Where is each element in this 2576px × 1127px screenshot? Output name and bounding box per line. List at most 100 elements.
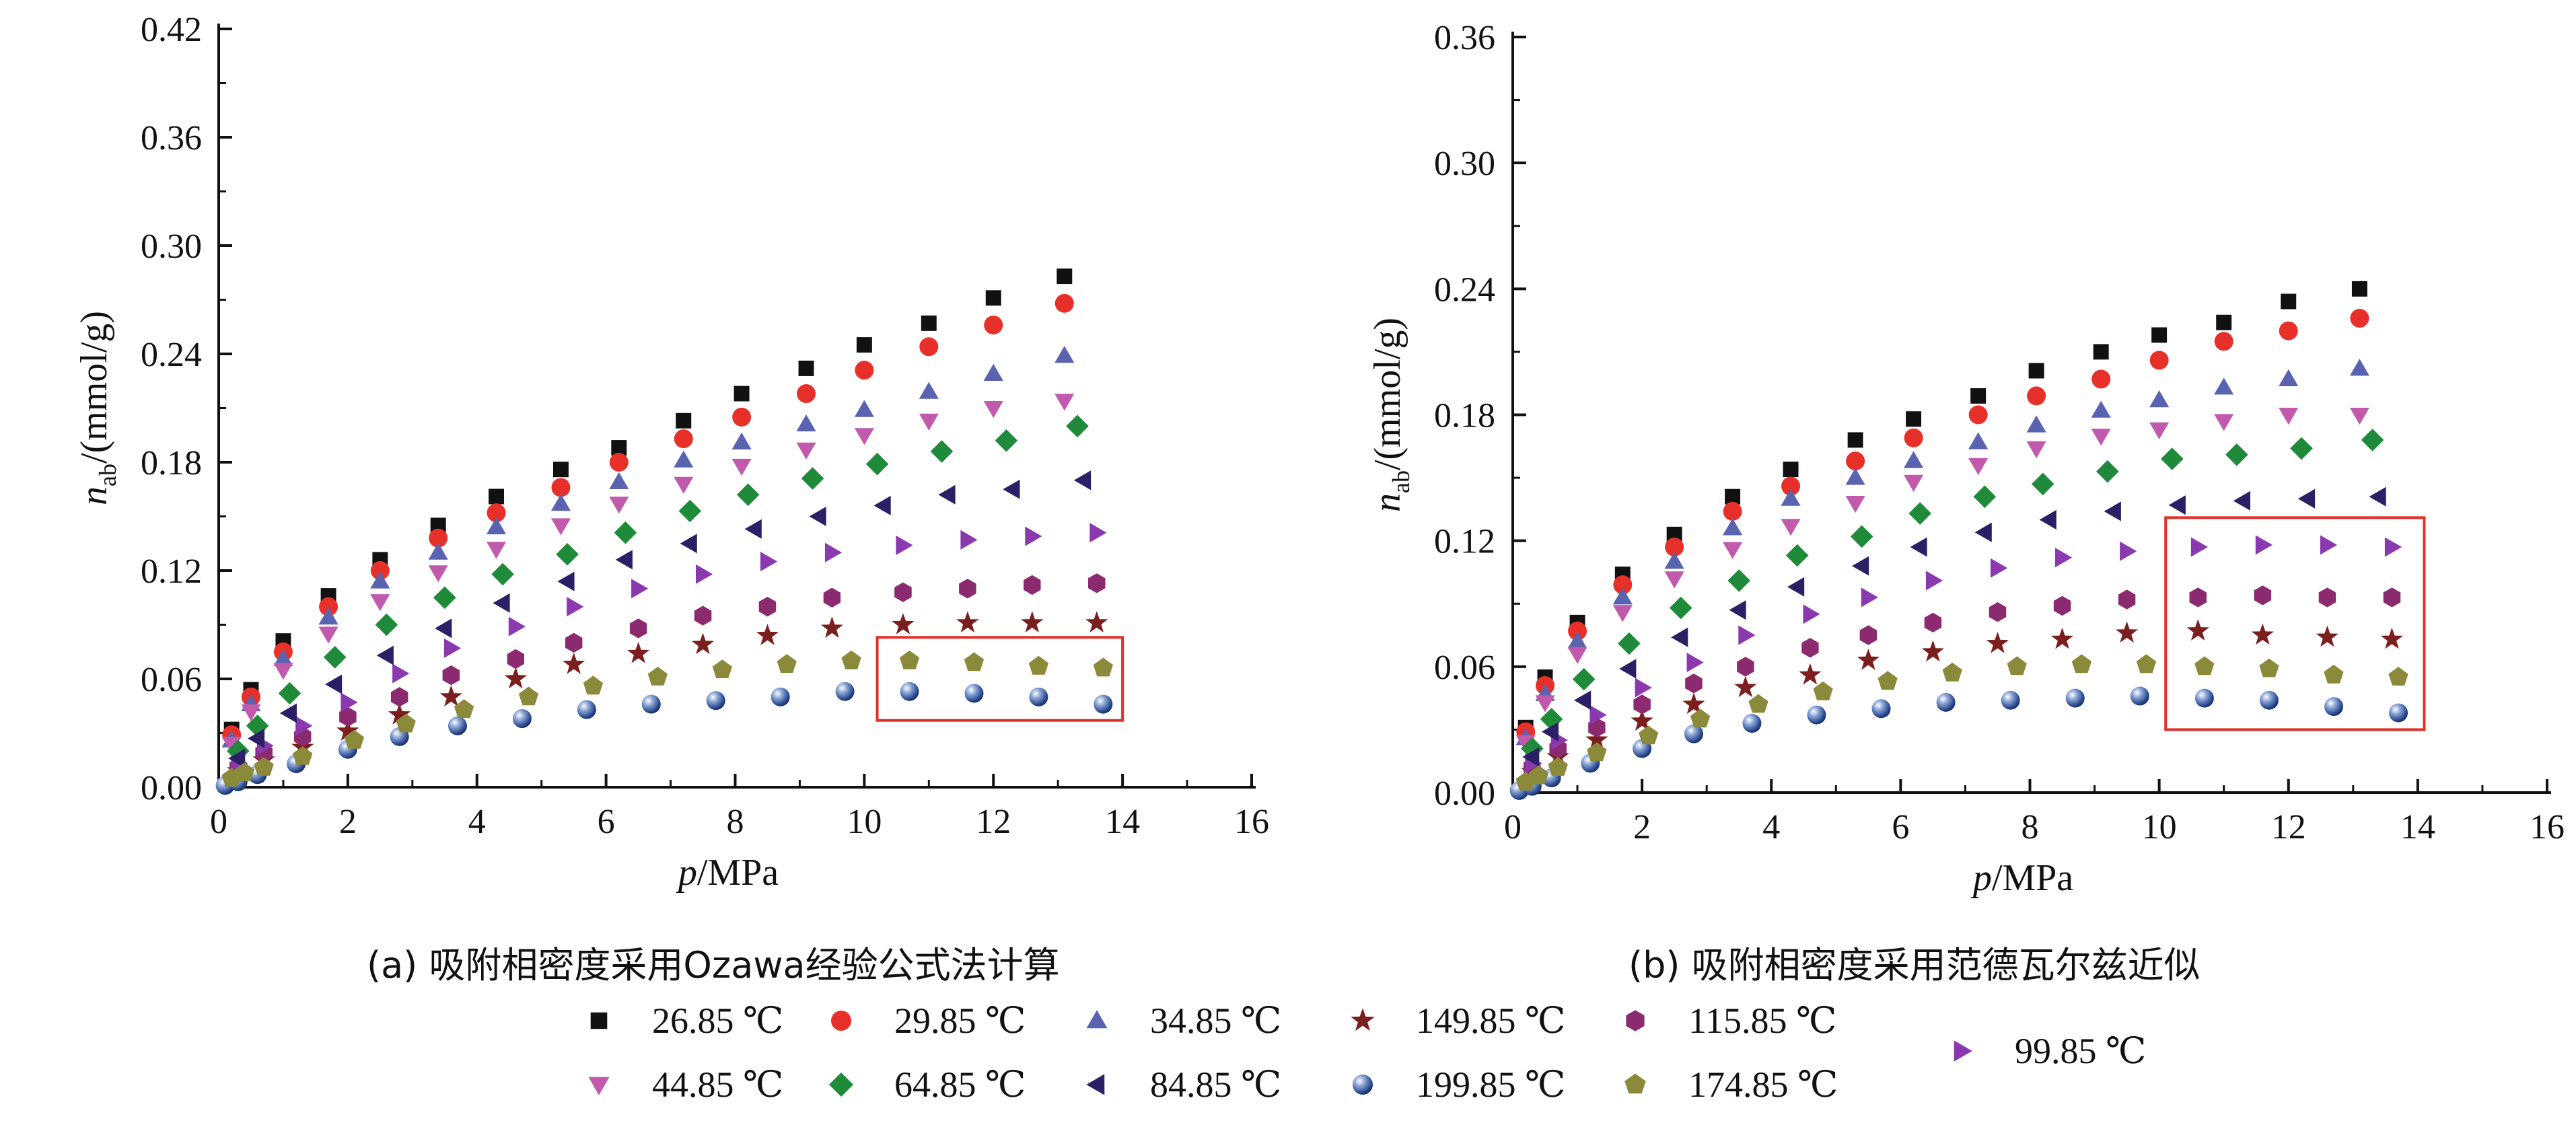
data-point [691, 632, 715, 655]
data-point [1850, 525, 1873, 548]
data-point [1548, 757, 1568, 776]
data-point [2216, 314, 2232, 330]
y-axis-label: nab/(mmol/g) [73, 311, 121, 505]
y-tick-label: 0.30 [141, 227, 202, 266]
data-point [273, 649, 293, 666]
data-point [2383, 587, 2401, 608]
data-point [1528, 765, 1549, 785]
data-point [921, 315, 937, 331]
data-point [1799, 663, 1822, 685]
data-point [577, 700, 596, 719]
y-axis-label: nab/(mmol/g) [1367, 318, 1415, 512]
legend: 26.85 ℃ 29.85 ℃ 34.85 ℃ 149.85 ℃ 115.85 ℃ 99.… [0, 996, 2576, 1127]
legend-item: 174.85 ℃ [1612, 1063, 1838, 1105]
data-point [439, 685, 462, 706]
data-point [241, 704, 261, 721]
data-point [2349, 359, 2369, 376]
data-point [1781, 476, 1801, 496]
data-point [2091, 400, 2111, 418]
data-point [2007, 656, 2027, 676]
data-point [428, 542, 448, 560]
data-point [2290, 437, 2313, 460]
data-point [1910, 537, 1927, 557]
legend-marker-icon [1086, 1009, 1108, 1028]
data-point [1803, 604, 1820, 624]
data-point [919, 413, 939, 431]
series-174.85 [221, 650, 1113, 787]
data-point [1904, 428, 1923, 447]
data-point [2255, 535, 2273, 555]
data-point [680, 534, 697, 554]
data-point [1857, 649, 1880, 670]
data-point [552, 462, 569, 478]
data-point [336, 719, 359, 741]
data-point [964, 684, 984, 703]
data-point [2050, 627, 2074, 649]
data-point [1968, 458, 1989, 476]
data-point [2254, 585, 2272, 606]
data-point [964, 652, 985, 671]
data-point [873, 495, 891, 515]
legend-item: 34.85 ℃ [1073, 999, 1281, 1042]
data-point [694, 606, 712, 626]
data-point [390, 687, 408, 707]
data-point [2369, 486, 2386, 507]
data-point [1089, 523, 1107, 543]
data-point [1921, 640, 1944, 662]
data-point [1665, 538, 1684, 557]
data-point [796, 442, 816, 460]
data-point [820, 616, 843, 638]
data-point [1852, 556, 1869, 576]
data-point [1085, 611, 1108, 632]
data-point [960, 530, 978, 550]
data-point [2149, 351, 2169, 370]
data-point [1521, 737, 1544, 760]
legend-marker [590, 1012, 608, 1029]
data-point [615, 550, 633, 570]
series-174.85 [1515, 654, 2408, 791]
data-point [631, 579, 649, 599]
data-point [809, 507, 826, 526]
legend-marker [1954, 1040, 1972, 1062]
data-point [375, 613, 398, 637]
data-point [370, 594, 390, 612]
data-point [797, 384, 816, 404]
data-point [983, 401, 1003, 419]
data-point [1587, 742, 1607, 762]
data-point [319, 597, 338, 616]
data-point [2026, 441, 2046, 459]
legend-marker [588, 1077, 610, 1095]
data-point [2151, 327, 2168, 343]
data-point [1574, 690, 1591, 711]
data-point [2279, 408, 2299, 425]
data-point [429, 528, 448, 548]
data-point [1054, 346, 1075, 363]
data-point [433, 586, 456, 609]
legend-label: 115.85 ℃ [1688, 1001, 1837, 1041]
data-point [518, 686, 539, 706]
data-point [1813, 681, 1833, 700]
data-point [2161, 447, 2184, 470]
x-tick-label: 14 [2400, 808, 2435, 846]
x-tick-label: 16 [2530, 808, 2565, 846]
data-point [508, 616, 526, 637]
y-tick-label: 0.24 [1434, 270, 1495, 309]
data-point [1785, 544, 1809, 567]
data-point [2027, 386, 2046, 406]
x-tick-label: 6 [1892, 808, 1909, 846]
data-point [1781, 519, 1801, 536]
legend-label: 99.85 ℃ [2015, 1031, 2147, 1071]
data-point [676, 412, 692, 429]
data-point [2259, 658, 2279, 678]
data-point [712, 659, 732, 678]
data-point [796, 414, 816, 432]
series-29.85 [1516, 309, 2369, 741]
data-point [293, 746, 313, 765]
data-point [824, 542, 843, 562]
data-point [1906, 411, 1922, 427]
data-point [2130, 686, 2149, 706]
data-point [1612, 605, 1633, 622]
data-point [1845, 468, 1865, 485]
data-point [614, 521, 637, 544]
data-point [2384, 537, 2402, 557]
